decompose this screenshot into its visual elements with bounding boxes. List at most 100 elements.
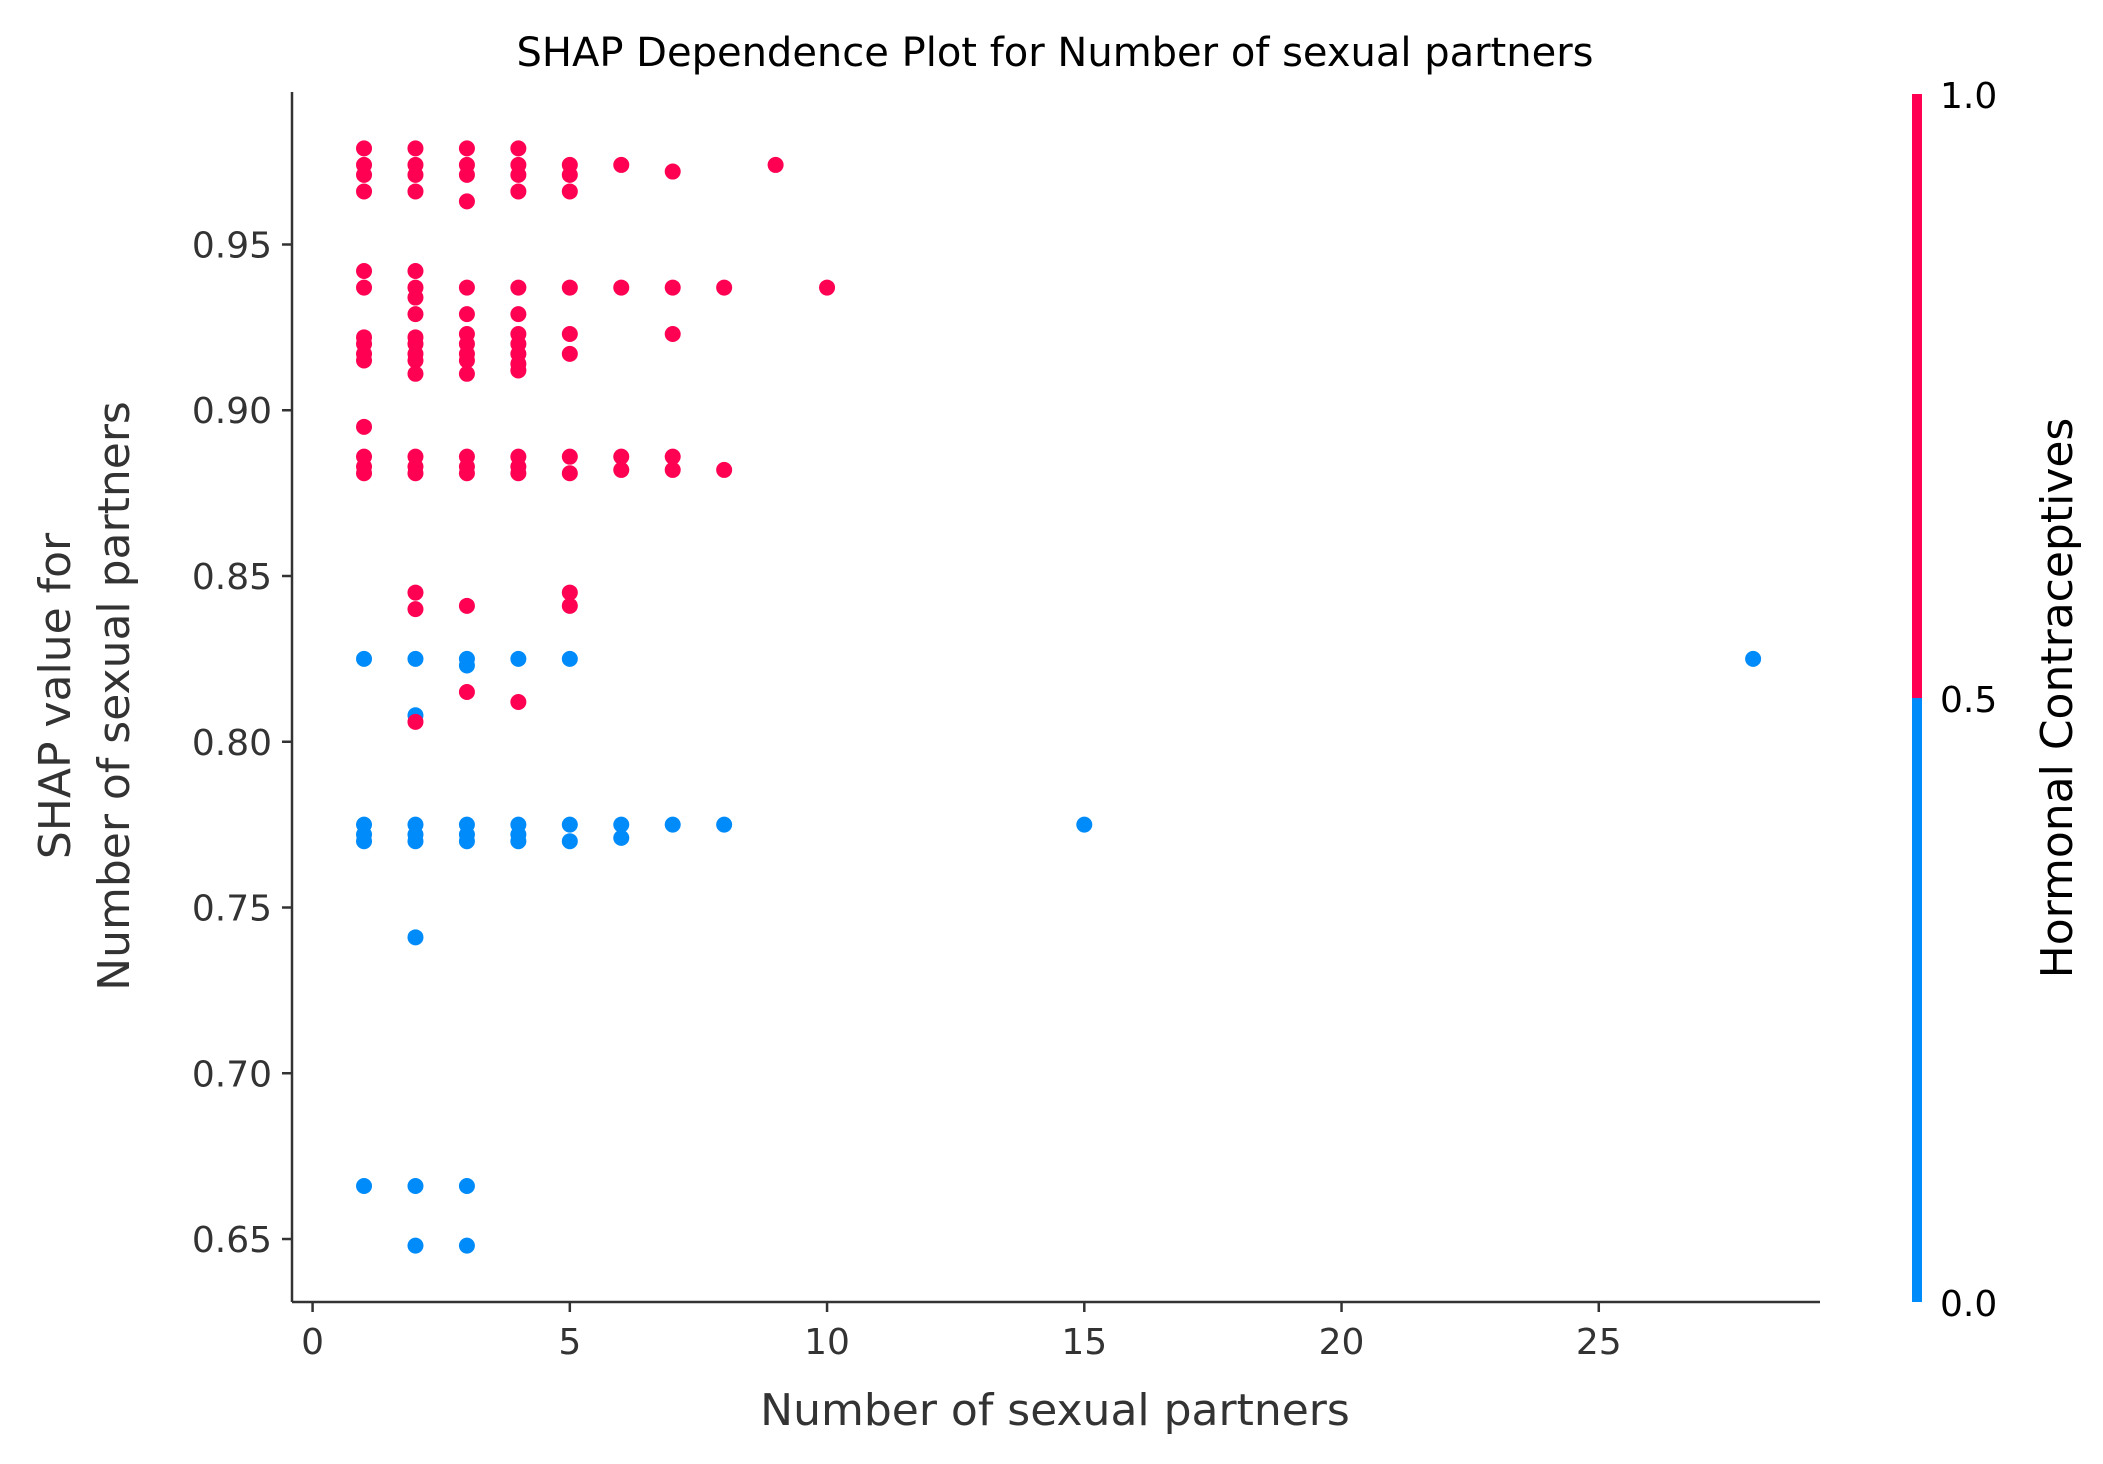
scatter-point xyxy=(510,650,527,667)
scatter-point xyxy=(458,306,475,323)
x-tick-label: 20 xyxy=(1319,1322,1365,1363)
scatter-point xyxy=(664,461,681,478)
scatter-point xyxy=(407,183,424,200)
scatter-point xyxy=(510,362,527,379)
scatter-point xyxy=(561,166,578,183)
y-axis-title-line-2: Number of sexual partners xyxy=(89,401,140,991)
scatter-point xyxy=(458,365,475,382)
x-tick-label: 0 xyxy=(301,1322,324,1363)
y-tick-label: 0.75 xyxy=(192,889,272,930)
x-tick-label: 5 xyxy=(558,1322,581,1363)
scatter-point xyxy=(458,684,475,701)
scatter-point xyxy=(1076,816,1093,833)
scatter-point xyxy=(510,693,527,710)
scatter-point xyxy=(407,601,424,618)
scatter-point xyxy=(561,279,578,296)
x-tick-label: 15 xyxy=(1061,1322,1107,1363)
scatter-point xyxy=(613,829,630,846)
scatter-point xyxy=(407,306,424,323)
scatter-point xyxy=(613,448,630,465)
scatter-point xyxy=(356,418,373,435)
scatter-point xyxy=(458,352,475,369)
scatter-point xyxy=(510,279,527,296)
y-ticks: 0.65 0.70 0.75 0.80 0.85 0.90 0.95 xyxy=(192,225,292,1261)
scatter-point xyxy=(561,465,578,482)
y-tick-label: 0.85 xyxy=(192,557,272,598)
scatter-point xyxy=(561,326,578,342)
x-ticks: 0 5 10 15 20 25 xyxy=(301,1302,1622,1363)
scatter-point xyxy=(407,263,424,280)
scatter-point xyxy=(407,584,424,601)
y-tick-label: 0.95 xyxy=(192,225,272,266)
y-tick-label: 0.65 xyxy=(192,1220,272,1261)
scatter-point xyxy=(407,650,424,667)
scatter-point xyxy=(458,193,475,210)
scatter-point xyxy=(458,279,475,296)
scatter-point xyxy=(407,833,424,850)
scatter-point xyxy=(819,279,836,296)
scatter-point xyxy=(356,263,373,280)
x-tick-label: 10 xyxy=(804,1322,850,1363)
colorbar-tick-high: 1.0 xyxy=(1940,76,1997,117)
scatter-point xyxy=(458,1177,475,1194)
scatter-point xyxy=(356,833,373,850)
colorbar-tick-mid: 0.5 xyxy=(1940,680,1997,721)
scatter-point xyxy=(561,597,578,614)
scatter-point xyxy=(356,166,373,183)
scatter-point xyxy=(407,365,424,382)
y-axis-title-line-1: SHAP value for xyxy=(30,532,81,859)
scatter-point xyxy=(510,833,527,850)
scatter-point xyxy=(458,657,475,674)
scatter-point xyxy=(664,448,681,465)
scatter-point xyxy=(407,465,424,482)
scatter-point xyxy=(458,140,475,157)
y-tick-label: 0.80 xyxy=(192,723,272,764)
scatter-point xyxy=(458,465,475,482)
scatter-point xyxy=(664,279,681,296)
scatter-point xyxy=(407,1177,424,1194)
scatter-points xyxy=(356,140,1762,1254)
scatter-point xyxy=(510,465,527,482)
scatter-point xyxy=(664,326,681,342)
scatter-point xyxy=(510,166,527,183)
scatter-point xyxy=(407,713,424,730)
scatter-point xyxy=(407,166,424,183)
scatter-point xyxy=(561,833,578,850)
scatter-point xyxy=(407,289,424,306)
y-tick-label: 0.70 xyxy=(192,1054,272,1095)
chart-title: SHAP Dependence Plot for Number of sexua… xyxy=(517,30,1594,76)
colorbar-tick-low: 0.0 xyxy=(1940,1284,1997,1325)
scatter-point xyxy=(407,929,424,946)
scatter-point xyxy=(356,352,373,369)
scatter-point xyxy=(561,183,578,200)
scatter-point xyxy=(356,1177,373,1194)
scatter-point xyxy=(716,461,733,478)
scatter-point xyxy=(716,279,733,296)
scatter-point xyxy=(458,833,475,850)
scatter-point xyxy=(510,183,527,200)
colorbar-title: Hormonal Contraceptives xyxy=(2032,418,2083,979)
scatter-point xyxy=(716,816,733,833)
scatter-point xyxy=(561,345,578,362)
scatter-point xyxy=(356,183,373,200)
colorbar-low-segment xyxy=(1912,698,1922,1302)
scatter-point xyxy=(510,140,527,157)
scatter-point xyxy=(356,650,373,667)
scatter-point xyxy=(510,306,527,323)
scatter-point xyxy=(613,461,630,478)
scatter-point xyxy=(458,166,475,183)
scatter-point xyxy=(664,816,681,833)
scatter-point xyxy=(356,279,373,296)
scatter-point xyxy=(767,156,784,173)
scatter-point xyxy=(561,816,578,833)
colorbar-high-segment xyxy=(1912,94,1922,698)
scatter-point xyxy=(356,465,373,482)
x-tick-label: 25 xyxy=(1576,1322,1622,1363)
scatter-point xyxy=(561,650,578,667)
scatter-point xyxy=(613,156,630,173)
y-tick-label: 0.90 xyxy=(192,391,272,432)
scatter-point xyxy=(664,163,681,180)
scatter-point xyxy=(407,352,424,369)
scatter-point xyxy=(356,140,373,157)
